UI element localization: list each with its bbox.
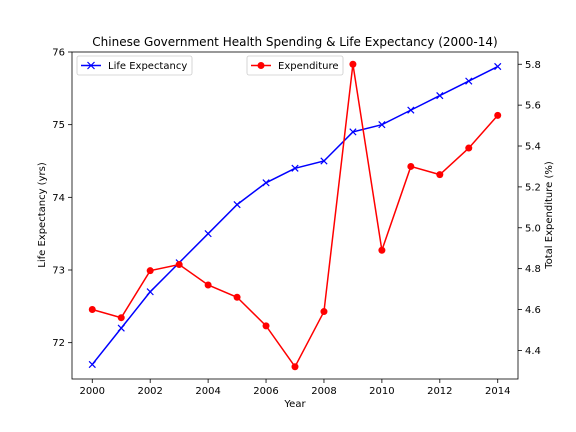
data-point-expenditure bbox=[262, 322, 270, 330]
data-point-life-expectancy bbox=[320, 157, 328, 165]
data-point-expenditure bbox=[494, 111, 502, 119]
legend-label-life-expectancy: Life Expectancy bbox=[108, 61, 187, 72]
data-point-expenditure bbox=[233, 293, 241, 301]
data-point-life-expectancy bbox=[494, 62, 502, 71]
x-tick-label: 2002 bbox=[137, 386, 162, 397]
legend-box bbox=[246, 55, 344, 76]
data-point-life-expectancy bbox=[233, 200, 241, 209]
legend-expenditure: Expenditure bbox=[246, 55, 344, 76]
data-point-expenditure bbox=[146, 267, 154, 275]
data-point-life-expectancy bbox=[349, 128, 357, 136]
left-y-tick-label: 72 bbox=[52, 338, 65, 349]
right-y-tick-label: 4.6 bbox=[525, 305, 541, 316]
data-point-life-expectancy bbox=[407, 106, 415, 114]
data-point-expenditure bbox=[88, 306, 96, 314]
data-point-expenditure bbox=[204, 281, 212, 289]
legend-circle-marker bbox=[257, 62, 265, 69]
right-y-tick-label: 5.2 bbox=[525, 182, 541, 193]
legend-label-expenditure: Expenditure bbox=[278, 61, 339, 72]
data-point-life-expectancy bbox=[88, 360, 96, 369]
x-axis: 2000 2002 2004 2006 2008 2010 2012 2014 bbox=[80, 379, 510, 397]
plot-frame bbox=[71, 51, 519, 380]
series-layer bbox=[88, 60, 502, 371]
right-y-axis-label: Total Expenditure (%) bbox=[544, 161, 555, 270]
right-y-tick-label: 4.4 bbox=[525, 346, 541, 357]
data-point-life-expectancy bbox=[117, 324, 125, 332]
right-y-tick-label: 5.4 bbox=[525, 142, 541, 153]
legend-box bbox=[76, 55, 193, 76]
right-y-tick-label: 5.8 bbox=[525, 60, 541, 71]
x-axis-label: Year bbox=[283, 399, 306, 410]
data-point-expenditure bbox=[320, 308, 328, 316]
right-y-tick-label: 5.0 bbox=[525, 223, 541, 234]
data-point-life-expectancy bbox=[262, 179, 270, 187]
series-line-life-expectancy bbox=[91, 65, 499, 365]
data-point-life-expectancy bbox=[204, 230, 212, 238]
left-y-axis-label: Life Expectancy (yrs) bbox=[37, 162, 48, 268]
left-y-tick-label: 75 bbox=[52, 120, 65, 131]
left-y-tick-label: 74 bbox=[52, 193, 65, 204]
data-point-expenditure bbox=[378, 246, 386, 254]
x-tick-label: 2004 bbox=[195, 386, 220, 397]
data-point-life-expectancy bbox=[378, 121, 386, 129]
series-line-expenditure bbox=[92, 64, 499, 369]
data-point-life-expectancy bbox=[465, 77, 473, 85]
x-tick-label: 2008 bbox=[311, 386, 336, 397]
legend-x-marker bbox=[87, 61, 95, 70]
x-tick-label: 2010 bbox=[369, 386, 394, 397]
x-tick-label: 2012 bbox=[427, 386, 452, 397]
right-y-tick-label: 5.6 bbox=[525, 101, 541, 112]
right-y-tick-label: 4.8 bbox=[525, 264, 541, 275]
data-point-expenditure bbox=[349, 60, 357, 68]
data-point-expenditure bbox=[407, 162, 415, 170]
data-point-expenditure bbox=[175, 261, 183, 269]
left-y-tick-label: 73 bbox=[52, 266, 65, 277]
data-point-expenditure bbox=[117, 314, 125, 322]
left-y-axis: 72 73 74 75 76 bbox=[52, 48, 72, 349]
legend-life-expectancy: Life Expectancy bbox=[76, 55, 193, 76]
x-tick-label: 2014 bbox=[485, 386, 510, 397]
data-point-expenditure bbox=[465, 144, 473, 152]
data-point-life-expectancy bbox=[146, 288, 154, 296]
data-point-expenditure bbox=[436, 171, 444, 179]
x-tick-label: 2006 bbox=[253, 386, 278, 397]
x-tick-label: 2000 bbox=[80, 386, 105, 397]
data-point-life-expectancy bbox=[291, 164, 299, 172]
left-y-tick-label: 76 bbox=[52, 48, 65, 59]
data-point-expenditure bbox=[291, 363, 299, 371]
data-point-life-expectancy bbox=[436, 91, 444, 100]
chart-title: Chinese Government Health Spending & Lif… bbox=[92, 35, 497, 49]
right-y-axis: 4.4 4.6 4.8 5.0 5.2 5.4 5.6 5.8 bbox=[518, 60, 541, 357]
